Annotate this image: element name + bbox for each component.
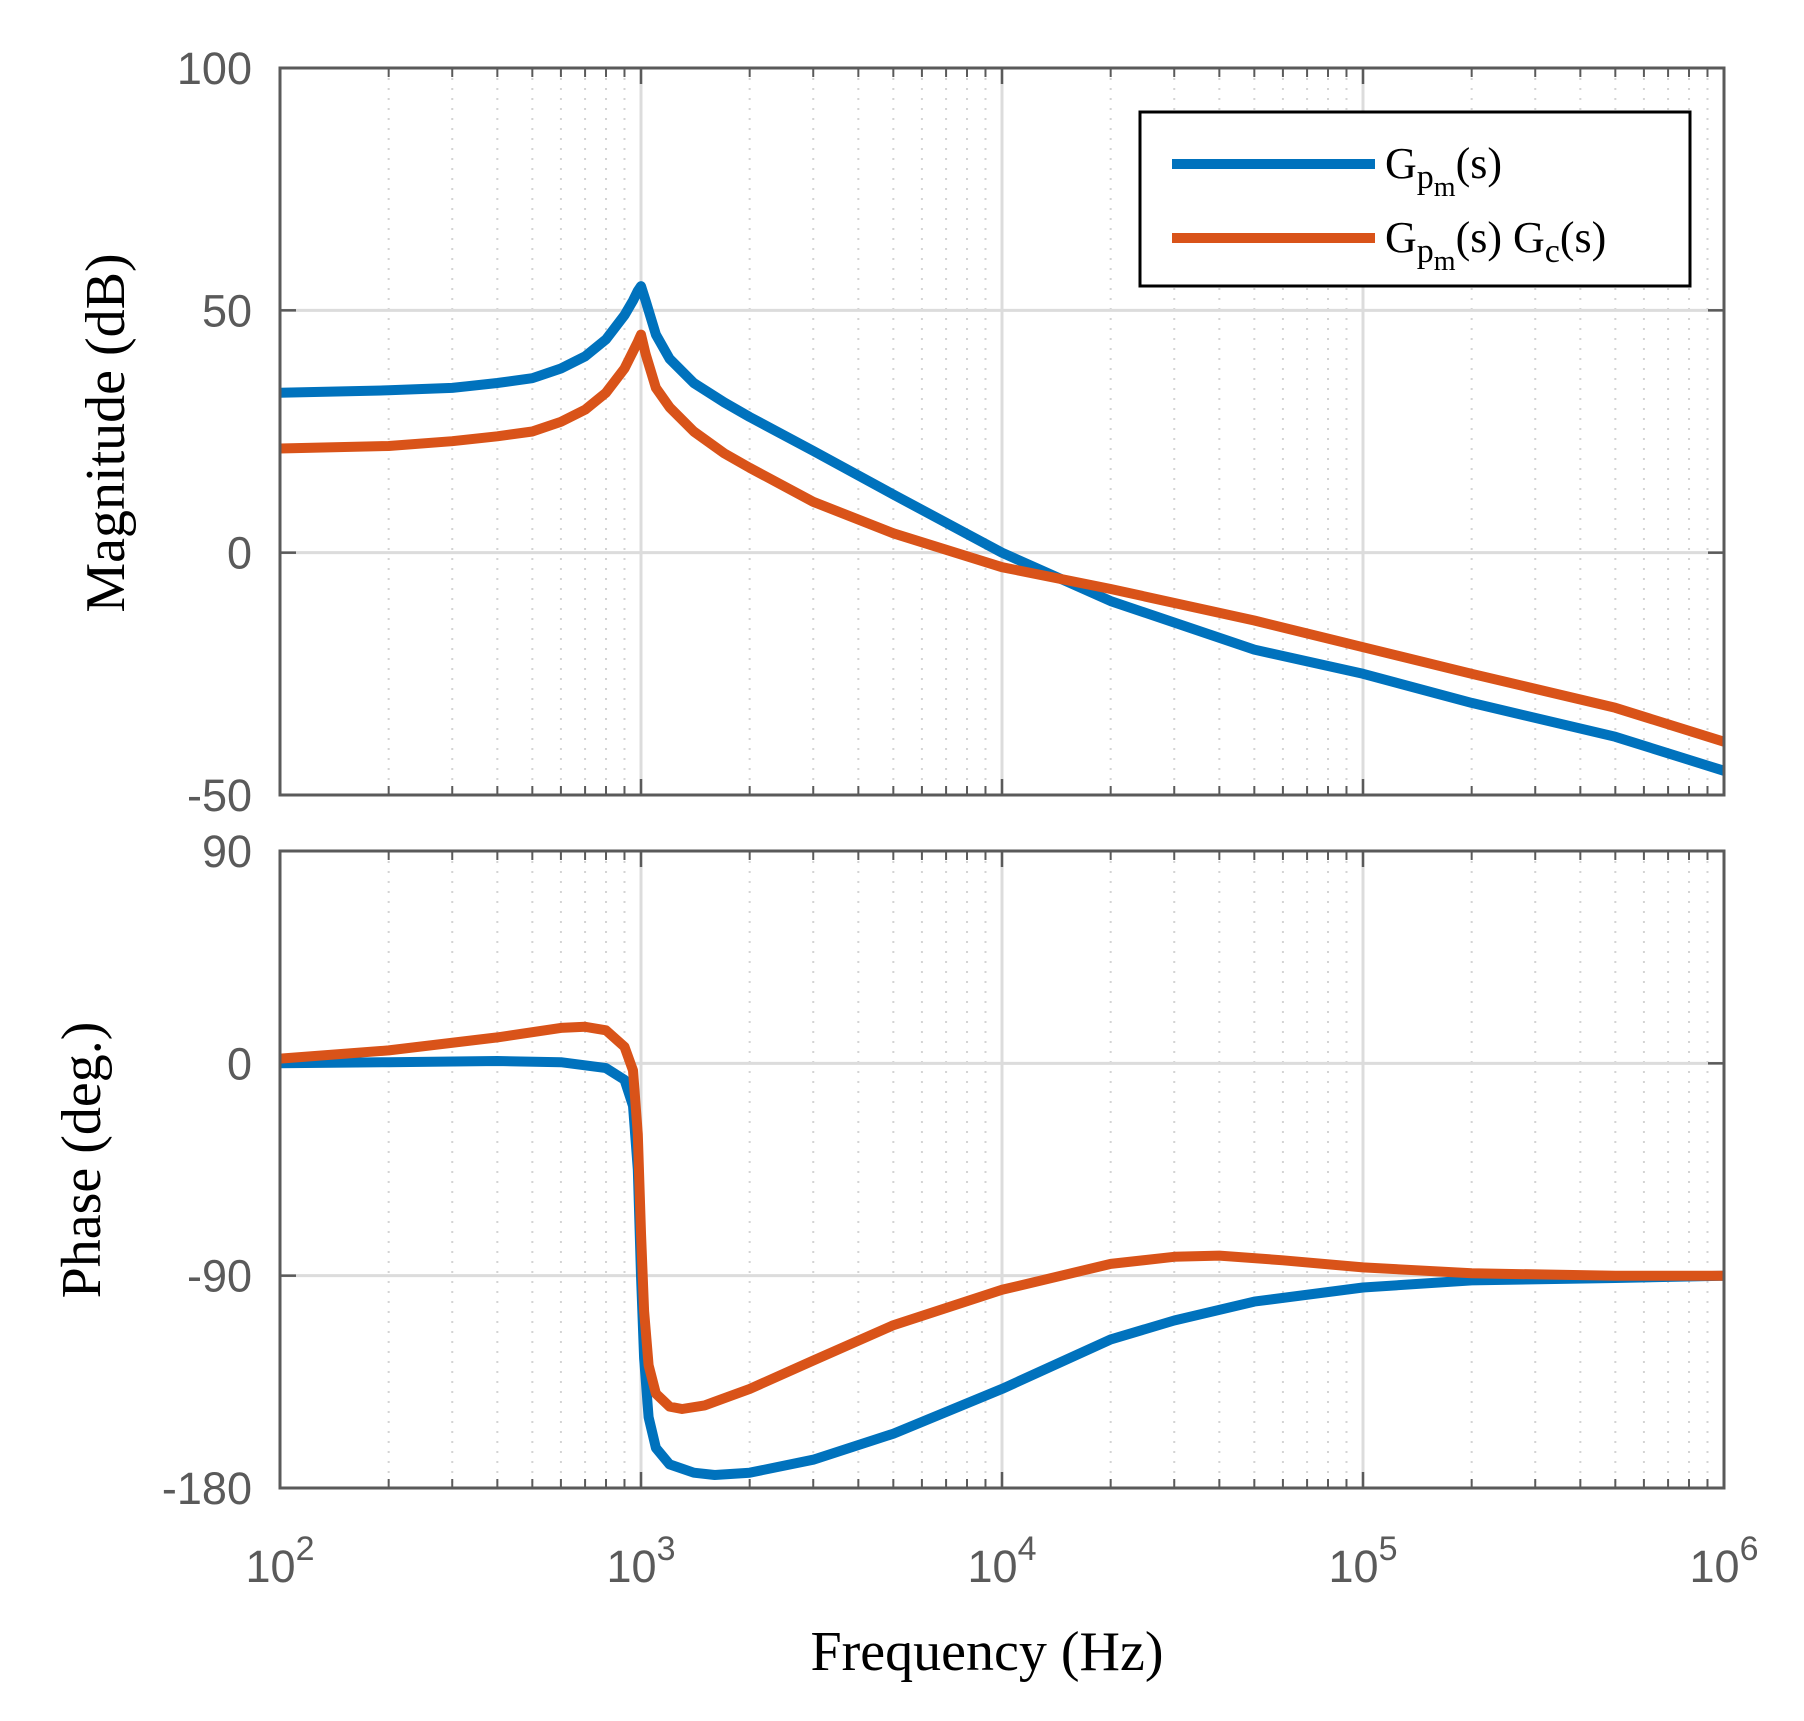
phase-panel: -180 -90 0 90 102 103 104 105 106: [162, 826, 1759, 1592]
legend-entry-2: Gpm(s) Gc(s): [1385, 213, 1606, 277]
phase-y-tick-label: -90: [187, 1251, 252, 1302]
magnitude-axes-box: [278, 66, 1726, 797]
x-axis-label: Frequency (Hz): [811, 1621, 1164, 1683]
phase-y-tick-label: 90: [202, 826, 252, 877]
magnitude-y-tick-label: -50: [187, 770, 252, 821]
phase-axes-box: [278, 849, 1726, 1490]
magnitude-series-group: [280, 281, 1724, 776]
legend-entry-1: Gpm(s): [1385, 139, 1502, 203]
phase-series-line-2: [280, 1021, 1724, 1414]
magnitude-y-tick-label: 100: [177, 43, 252, 94]
legend-box: [1138, 110, 1692, 288]
phase-series-line-1: [280, 1056, 1724, 1480]
magnitude-series-line-2: [280, 329, 1724, 747]
x-tick-label: 102: [246, 1530, 315, 1592]
legend: Gpm(s) Gpm(s) Gc(s): [1138, 110, 1692, 288]
phase-y-tick-label: 0: [227, 1038, 252, 1089]
x-tick-label: 103: [607, 1530, 676, 1592]
phase-y-axis-label: Phase (deg.): [51, 1022, 113, 1299]
x-tick-label: 106: [1690, 1530, 1759, 1592]
phase-series-group: [280, 1021, 1724, 1480]
x-tick-label: 105: [1329, 1530, 1398, 1592]
magnitude-y-tick-label: 50: [202, 285, 252, 336]
phase-y-tick-label: -180: [162, 1463, 252, 1514]
x-tick-label: 104: [968, 1530, 1037, 1592]
magnitude-y-axis-label: Magnitude (dB): [75, 253, 137, 612]
magnitude-series-line-1: [280, 281, 1724, 776]
magnitude-y-tick-label: 0: [227, 528, 252, 579]
